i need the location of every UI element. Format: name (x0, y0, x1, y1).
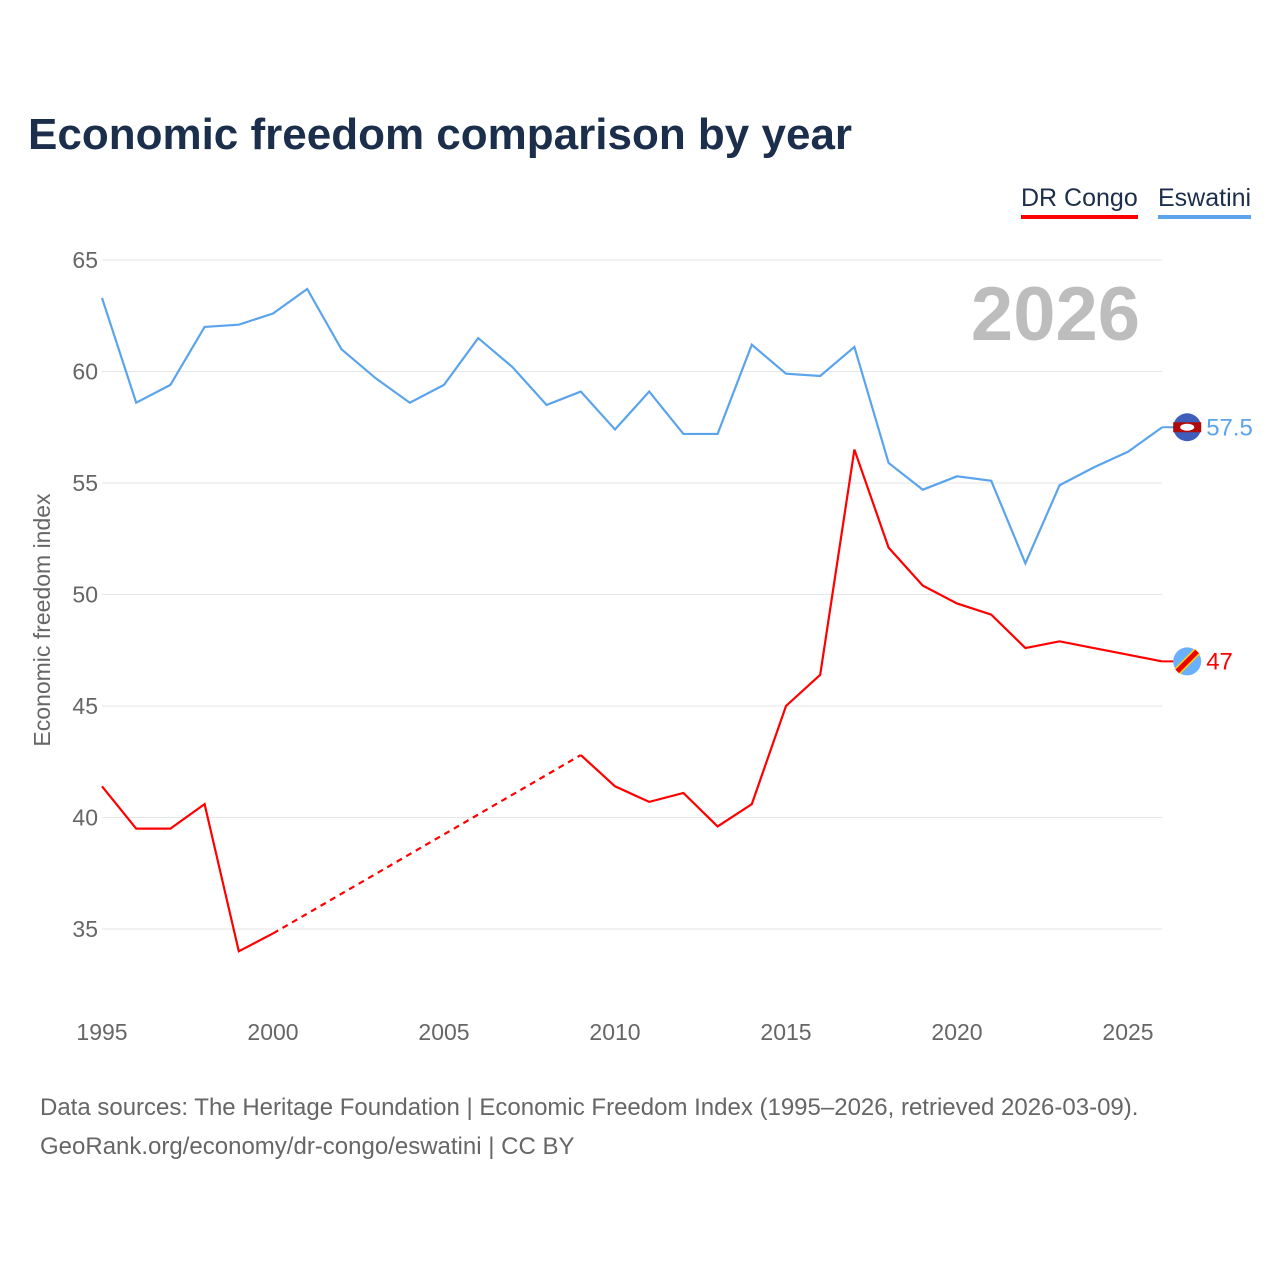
data-point-eswatini (338, 346, 344, 352)
chart-title: Economic freedom comparison by year (28, 110, 853, 159)
data-point-eswatini (749, 342, 755, 348)
data-point-dr-congo (680, 790, 686, 796)
data-point-dr-congo (167, 826, 173, 832)
data-point-dr-congo (99, 783, 105, 789)
data-point-dr-congo (202, 801, 208, 807)
data-point-eswatini (475, 335, 481, 341)
data-point-eswatini (612, 426, 618, 432)
data-point-dr-congo (1125, 652, 1131, 658)
data-point-dr-congo (1091, 645, 1097, 651)
data-point-dr-congo (749, 801, 755, 807)
y-tick-label: 65 (72, 247, 98, 273)
data-point-eswatini (920, 487, 926, 493)
series-line-dr-congo-gap (272, 754, 582, 935)
x-tick-label: 2000 (247, 1019, 298, 1045)
data-point-eswatini (1091, 464, 1097, 470)
data-point-eswatini (817, 373, 823, 379)
data-point-eswatini (202, 324, 208, 330)
x-tick-label: 2020 (931, 1019, 982, 1045)
data-point-eswatini (544, 402, 550, 408)
data-point-dr-congo (578, 752, 584, 758)
y-axis-label: Economic freedom index (29, 493, 55, 747)
data-point-dr-congo (1057, 638, 1063, 644)
flag-shield (1180, 423, 1195, 431)
data-point-eswatini (236, 322, 242, 328)
x-tick-label: 2015 (760, 1019, 811, 1045)
y-tick-label: 45 (72, 693, 98, 719)
data-point-eswatini (715, 431, 721, 437)
data-point-eswatini (988, 478, 994, 484)
data-point-eswatini (509, 364, 515, 370)
data-point-dr-congo (612, 783, 618, 789)
y-tick-label: 35 (72, 916, 98, 942)
data-point-dr-congo (715, 823, 721, 829)
data-point-eswatini (99, 295, 105, 301)
data-point-eswatini (270, 311, 276, 317)
data-point-dr-congo (920, 583, 926, 589)
end-value-label-eswatini: 57.5 (1206, 414, 1253, 441)
data-point-eswatini (783, 371, 789, 377)
source-line-1: Data sources: The Heritage Foundation | … (40, 1094, 1139, 1121)
data-point-dr-congo (954, 600, 960, 606)
data-point-eswatini (954, 473, 960, 479)
data-point-dr-congo (886, 545, 892, 551)
y-tick-label: 55 (72, 470, 98, 496)
data-point-eswatini (1125, 449, 1131, 455)
data-point-eswatini (646, 389, 652, 395)
source-line-2: GeoRank.org/economy/dr-congo/eswatini | … (40, 1133, 575, 1160)
data-point-eswatini (373, 375, 379, 381)
data-point-eswatini (680, 431, 686, 437)
series-line-eswatini (100, 287, 1163, 567)
data-point-dr-congo (851, 447, 857, 453)
series-line-dr-congo (580, 449, 1163, 828)
data-point-dr-congo (133, 826, 139, 832)
source-note: Data sources: The Heritage Foundation | … (40, 1088, 1138, 1166)
y-tick-label: 40 (72, 805, 98, 831)
legend-eswatini[interactable]: Eswatini (1158, 184, 1252, 219)
series-line-dr-congo (101, 785, 274, 953)
x-tick-label: 2005 (418, 1019, 469, 1045)
data-point-dr-congo (236, 948, 242, 954)
x-tick-label: 1995 (76, 1019, 127, 1045)
legend-dr-congo[interactable]: DR Congo (1021, 184, 1138, 219)
data-point-eswatini (1057, 482, 1063, 488)
flag-band (1175, 649, 1199, 674)
data-point-dr-congo (646, 799, 652, 805)
data-point-eswatini (1022, 560, 1028, 566)
data-point-eswatini (407, 400, 413, 406)
data-point-eswatini (167, 382, 173, 388)
data-point-dr-congo (817, 672, 823, 678)
year-watermark: 2026 (971, 272, 1140, 357)
data-point-dr-congo (988, 612, 994, 618)
data-point-dr-congo (783, 703, 789, 709)
data-point-eswatini (886, 460, 892, 466)
data-point-dr-congo (270, 930, 276, 936)
data-point-eswatini (578, 389, 584, 395)
data-point-dr-congo (1022, 645, 1028, 651)
data-point-eswatini (304, 286, 310, 292)
y-tick-label: 50 (72, 582, 98, 608)
data-point-eswatini (133, 400, 139, 406)
data-point-eswatini (851, 344, 857, 350)
y-tick-label: 60 (72, 359, 98, 385)
data-point-eswatini (441, 382, 447, 388)
x-tick-label: 2010 (589, 1019, 640, 1045)
end-value-label-dr-congo: 47 (1206, 648, 1233, 675)
x-tick-label: 2025 (1102, 1019, 1153, 1045)
